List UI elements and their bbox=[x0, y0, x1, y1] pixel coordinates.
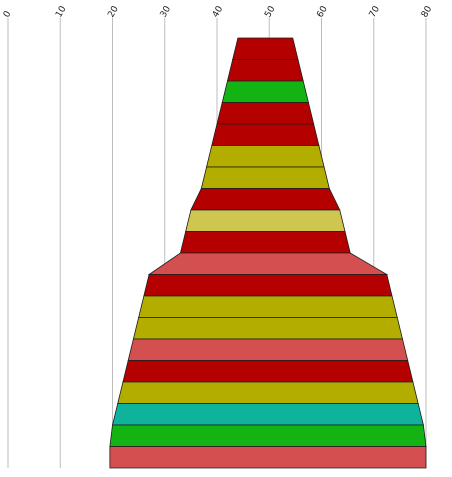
band-13 bbox=[138, 295, 398, 318]
x-tick-label-20: 20 bbox=[106, 4, 121, 19]
band-18 bbox=[111, 403, 424, 426]
band-2 bbox=[226, 59, 304, 82]
x-tick-label-70: 70 bbox=[368, 4, 383, 19]
band-5 bbox=[211, 123, 320, 146]
band-15 bbox=[127, 338, 409, 361]
band-7 bbox=[200, 166, 330, 189]
band-9 bbox=[185, 209, 346, 232]
x-tick-label-40: 40 bbox=[211, 4, 226, 19]
x-tick-label-50: 50 bbox=[263, 4, 278, 19]
x-tick-label-10: 10 bbox=[54, 4, 69, 19]
band-6 bbox=[206, 145, 325, 168]
band-14 bbox=[132, 317, 403, 340]
band-4 bbox=[216, 102, 315, 125]
band-11 bbox=[147, 252, 389, 275]
band-20 bbox=[109, 446, 427, 469]
band-8 bbox=[190, 188, 341, 211]
x-tick-label-0: 0 bbox=[2, 9, 14, 19]
band-1 bbox=[232, 37, 299, 60]
band-3 bbox=[221, 80, 309, 103]
x-tick-label-60: 60 bbox=[315, 4, 330, 19]
x-tick-label-80: 80 bbox=[420, 4, 435, 19]
band-12 bbox=[143, 274, 393, 297]
band-17 bbox=[117, 381, 419, 404]
band-layer bbox=[109, 37, 427, 469]
band-10 bbox=[179, 231, 351, 254]
band-19 bbox=[109, 424, 427, 447]
x-tick-label-30: 30 bbox=[159, 4, 174, 19]
tick-label-layer: 0 10 20 30 40 50 60 70 80 bbox=[2, 4, 435, 19]
band-16 bbox=[122, 360, 414, 383]
